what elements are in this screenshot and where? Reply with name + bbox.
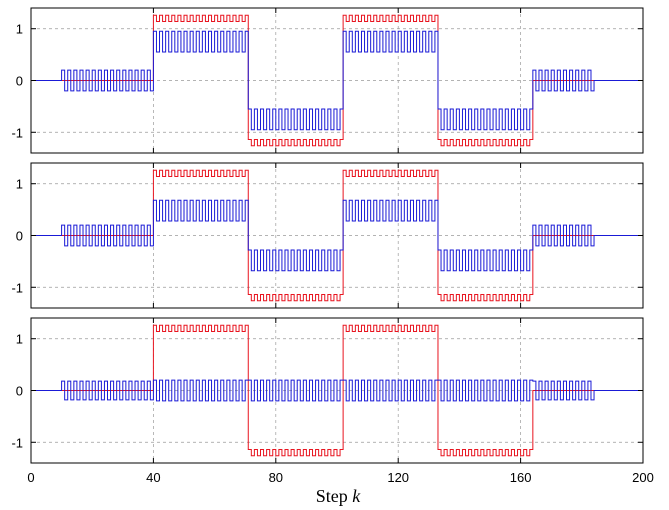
- panel-2: 1 0 -1: [11, 162, 644, 309]
- x-axis: 0 40 80 120 160 200: [27, 470, 653, 485]
- x-axis-label: Step k: [316, 486, 362, 506]
- y-tick-label: 1: [16, 22, 23, 37]
- blue-series-line: [31, 199, 643, 272]
- x-tick-label: 120: [387, 470, 409, 485]
- y-tick-label: 0: [16, 229, 23, 244]
- panel-3: 1 0 -1: [11, 317, 644, 464]
- panel-1: 1 0 -1: [11, 7, 644, 154]
- x-tick-label: 200: [632, 470, 654, 485]
- x-tick-label: 160: [510, 470, 532, 485]
- y-tick-label: -1: [11, 435, 23, 450]
- y-tick-label: 0: [16, 384, 23, 399]
- x-tick-label: 0: [27, 470, 34, 485]
- x-tick-label: 40: [146, 470, 160, 485]
- blue-series-line: [31, 379, 643, 402]
- y-tick-label: 0: [16, 74, 23, 89]
- y-tick-label: -1: [11, 125, 23, 140]
- x-tick-label: 80: [269, 470, 283, 485]
- y-tick-label: -1: [11, 280, 23, 295]
- blue-series-line: [31, 30, 643, 131]
- y-tick-label: 1: [16, 177, 23, 192]
- x-axis-label-prefix: Step: [316, 486, 348, 506]
- red-series-line: [31, 324, 643, 457]
- x-axis-label-variable: k: [352, 486, 361, 506]
- y-tick-label: 1: [16, 332, 23, 347]
